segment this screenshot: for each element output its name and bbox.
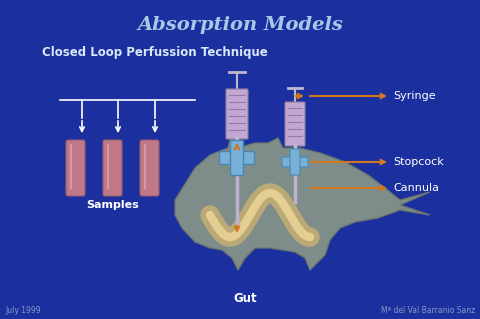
FancyBboxPatch shape: [285, 102, 305, 146]
Text: Syringe: Syringe: [393, 91, 436, 101]
Text: Cannula: Cannula: [393, 183, 439, 193]
Text: Stopcock: Stopcock: [393, 157, 444, 167]
FancyBboxPatch shape: [226, 89, 248, 139]
FancyBboxPatch shape: [219, 152, 254, 165]
Text: Closed Loop Perfussion Technique: Closed Loop Perfussion Technique: [42, 46, 268, 59]
FancyBboxPatch shape: [140, 140, 159, 196]
FancyBboxPatch shape: [282, 157, 308, 167]
FancyBboxPatch shape: [230, 140, 243, 175]
FancyBboxPatch shape: [290, 149, 300, 175]
Text: Samples: Samples: [86, 200, 139, 210]
Polygon shape: [175, 132, 430, 270]
Text: Mª del Val Barranio Sanz: Mª del Val Barranio Sanz: [381, 306, 475, 315]
FancyBboxPatch shape: [66, 140, 85, 196]
Text: Gut: Gut: [233, 292, 257, 305]
FancyBboxPatch shape: [103, 140, 122, 196]
Text: Absorption Models: Absorption Models: [137, 16, 343, 34]
Text: July 1999: July 1999: [5, 306, 41, 315]
